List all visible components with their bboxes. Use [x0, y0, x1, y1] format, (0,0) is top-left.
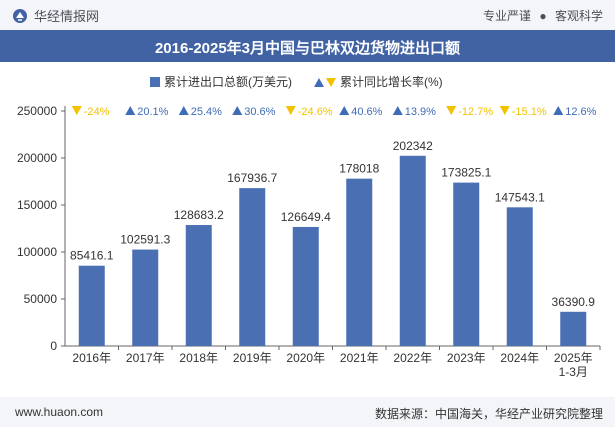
legend-growth-label: 累计同比增长率(%): [340, 74, 443, 89]
x-tick-label: 2025年: [554, 351, 593, 365]
chart-title: 2016-2025年3月中国与巴林双边货物进出口额: [154, 40, 461, 57]
separator-dot: ●: [539, 9, 547, 23]
top-bar: 华经情报网 专业严谨 ● 客观科学: [0, 0, 615, 30]
growth-label: -24%: [84, 106, 110, 118]
y-tick-label: 250000: [17, 104, 57, 118]
bar: [78, 265, 105, 346]
growth-label: 40.6%: [351, 106, 382, 118]
growth-down-triangle-icon: [71, 106, 82, 115]
footer: www.huaon.com 数据来源：中国海关，华经产业研究院整理: [0, 397, 615, 427]
bar-value-label: 128683.2: [174, 208, 224, 222]
title-bar: 2016-2025年3月中国与巴林双边货物进出口额: [0, 30, 615, 62]
brand: 华经情报网: [12, 6, 99, 25]
brand-name: 华经情报网: [34, 9, 100, 24]
growth-label: -24.6%: [298, 106, 333, 118]
legend-bar-swatch: [150, 77, 160, 87]
tag-professional: 专业严谨: [483, 9, 532, 23]
growth-down-triangle-icon: [285, 106, 296, 115]
y-tick-label: 100000: [17, 245, 57, 259]
x-tick-label: 1-3月: [559, 365, 588, 379]
legend-down-triangle-icon: [326, 78, 336, 87]
x-tick-label: 2020年: [286, 351, 325, 365]
bar: [506, 207, 533, 346]
y-tick-label: 200000: [17, 151, 57, 165]
growth-up-triangle-icon: [553, 106, 564, 115]
growth-down-triangle-icon: [499, 106, 510, 115]
bar: [132, 249, 159, 346]
growth-up-triangle-icon: [392, 106, 403, 115]
bar-value-label: 85416.1: [70, 249, 114, 263]
legend: 累计进出口总额(万美元) 累计同比增长率(%): [150, 74, 443, 89]
legend-up-triangle-icon: [314, 78, 324, 87]
bar: [399, 155, 426, 346]
bar: [185, 225, 212, 346]
x-tick-label: 2023年: [447, 351, 486, 365]
x-tick-label: 2021年: [340, 351, 379, 365]
y-tick-label: 0: [50, 339, 57, 353]
growth-label: 12.6%: [565, 106, 596, 118]
bar: [239, 188, 266, 346]
bar-value-label: 202342: [393, 139, 433, 153]
growth-up-triangle-icon: [339, 106, 350, 115]
footer-website: www.huaon.com: [15, 405, 104, 419]
growth-label: -12.7%: [458, 106, 493, 118]
tag-objective: 客观科学: [554, 9, 603, 23]
bar-value-label: 126649.4: [281, 210, 331, 224]
growth-label: 30.6%: [244, 106, 275, 118]
growth-up-triangle-icon: [178, 106, 189, 115]
bar: [560, 311, 587, 346]
y-tick-label: 50000: [24, 292, 58, 306]
legend-bar-label: 累计进出口总额(万美元): [164, 75, 292, 89]
x-tick-label: 2022年: [393, 351, 432, 365]
bar-chart: 累计进出口总额(万美元) 累计同比增长率(%) 0 50000 100000 1500…: [17, 74, 601, 379]
bars: 85416.1 102591.3 128683.2 167936.7 126649.4 1…: [70, 139, 595, 346]
growth-up-triangle-icon: [232, 106, 243, 115]
x-tick-label: 2018年: [179, 351, 218, 365]
growth-row: -24% 20.1% 25.4% 30.6% -24.6% 40.6% 13.9% -12.7…: [71, 106, 597, 118]
bar-value-label: 147543.1: [495, 190, 545, 204]
bar: [346, 178, 373, 346]
bar: [292, 226, 319, 346]
growth-label: 13.9%: [405, 106, 436, 118]
x-tick-label: 2024年: [500, 351, 539, 365]
x-tick-label: 2019年: [233, 351, 272, 365]
x-tick-label: 2016年: [72, 351, 111, 365]
footer-source: 数据来源：中国海关，华经产业研究院整理: [374, 407, 603, 421]
bar-value-label: 167936.7: [227, 171, 277, 185]
header-tags: 专业严谨 ● 客观科学: [483, 7, 603, 24]
growth-up-triangle-icon: [125, 106, 136, 115]
huajing-logo-icon: [13, 8, 27, 23]
growth-label: 20.1%: [137, 106, 168, 118]
x-tick-label: 2017年: [126, 351, 165, 365]
bar-value-label: 178018: [339, 162, 379, 176]
y-tick-label: 150000: [17, 198, 57, 212]
bar-value-label: 173825.1: [441, 166, 491, 180]
bar-value-label: 36390.9: [552, 295, 596, 309]
growth-down-triangle-icon: [446, 106, 457, 115]
bar-value-label: 102591.3: [120, 233, 170, 247]
growth-label: -15.1%: [512, 106, 547, 118]
bar: [453, 182, 480, 346]
growth-label: 25.4%: [191, 106, 222, 118]
